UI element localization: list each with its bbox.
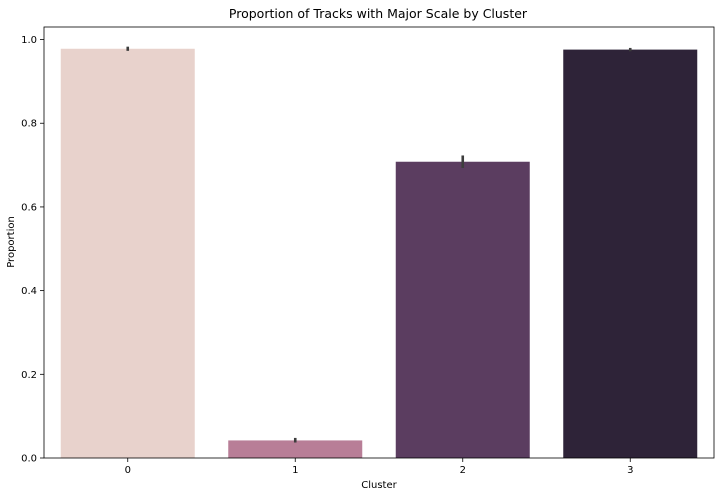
x-tick-label: 2 (460, 465, 466, 476)
x-tick-label: 1 (292, 465, 298, 476)
error-bars-group (126, 46, 632, 443)
plot-frame (43, 26, 715, 459)
x-tick-label: 0 (125, 465, 131, 476)
y-tick-label: 0.4 (21, 286, 37, 297)
y-tick-label: 0.0 (21, 454, 37, 465)
y-tick-label: 0.2 (21, 370, 37, 381)
y-axis: 0.0 0.2 0.4 0.6 0.8 1.0 (21, 35, 44, 465)
bar-cluster-2 (395, 161, 530, 458)
y-tick-label: 0.8 (21, 119, 37, 130)
y-tick-label: 0.6 (21, 202, 37, 213)
x-tick-label: 3 (627, 465, 633, 476)
bar-cluster-3 (563, 49, 698, 458)
x-axis-label: Cluster (361, 480, 397, 491)
bar-cluster-1 (228, 440, 363, 458)
x-axis: 0 1 2 3 (125, 458, 633, 476)
bar-cluster-0 (60, 48, 195, 459)
y-axis-label: Proportion (6, 216, 17, 268)
y-tick-label: 1.0 (21, 35, 37, 46)
bars-group (60, 48, 698, 459)
chart-title: Proportion of Tracks with Major Scale by… (229, 6, 528, 21)
